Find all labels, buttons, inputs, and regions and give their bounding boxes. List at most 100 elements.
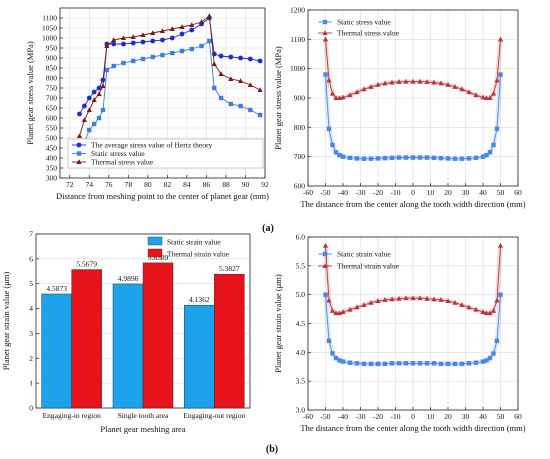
data-point [160,52,165,58]
data-point [410,78,416,84]
y-tick-label: 1100 [42,14,57,23]
data-point [170,50,175,56]
y-tick-label: 650 [46,104,58,113]
data-point [81,117,88,122]
series-line [79,17,261,115]
data-point [82,103,87,109]
data-point [354,361,360,366]
data-point [130,34,136,39]
data-point [330,351,335,356]
y-tick-label: 700 [294,152,306,161]
y-tick-label: 500 [46,134,58,143]
data-point [228,54,234,60]
y-tick-label: 6 [29,254,33,263]
data-point [323,72,328,77]
data-point [424,295,430,301]
data-point [403,78,409,84]
data-point [403,361,409,366]
x-axis-label: The distance from the center along the t… [300,423,525,433]
x-tick-label: 84 [183,180,191,189]
x-tick-label: 78 [125,180,133,189]
legend-label: The average stress value of Hertz theory [91,141,212,150]
x-tick-label: 0 [411,188,415,197]
y-tick-label: 800 [294,123,306,132]
data-point [497,36,504,42]
data-point [96,85,102,91]
data-point [424,79,430,84]
data-point [169,35,175,41]
data-point [473,306,479,312]
data-point [247,82,253,87]
x-tick-label: -60 [303,188,313,197]
data-point [483,95,490,100]
chart-3: 0 1 2 3 4 5 6 7 4.5873 5.5679 Engaging-in region 4.… [1,230,251,434]
data-point [333,95,339,100]
y-tick-label: 600 [46,114,58,123]
data-point [104,43,110,48]
data-point [438,361,444,367]
data-point [111,63,116,69]
data-point [333,355,339,361]
data-point [361,86,367,92]
y-tick-label: 550 [46,124,58,133]
y-axis-label: Planet gear stress value (MPa) [273,46,283,150]
data-point [211,51,217,57]
data-point [111,37,117,42]
data-point [375,82,381,87]
data-point [257,112,263,118]
x-tick-label: -10 [391,188,401,197]
data-point [140,39,146,45]
data-point [498,292,503,297]
y-tick-label: 3.0 [296,406,306,415]
x-tick-label: -30 [356,412,366,421]
data-point [494,338,500,343]
data-point [361,302,367,308]
bar-value-label: 5.5679 [76,260,97,269]
y-tick-label: 1 [29,379,33,388]
data-point [431,155,437,161]
data-point [417,155,423,160]
x-tick-label: 40 [479,412,487,421]
data-point [459,361,465,367]
x-tick-label: -30 [356,188,366,197]
data-point [480,309,486,314]
x-tick-label: 0 [411,412,415,421]
legend-label: Thermal strain value [167,250,230,259]
y-tick-label: 900 [294,94,306,103]
legend-marker [322,30,328,35]
data-point [382,80,388,86]
data-point [452,361,458,367]
data-point [361,361,367,367]
data-point [431,361,437,366]
data-point [473,155,479,161]
x-tick-label: -40 [338,412,348,421]
data-point [417,361,423,366]
data-point [375,298,381,304]
x-axis-label: Distance from meshing point to the cente… [56,191,269,201]
y-tick-label: 0 [29,404,33,413]
y-tick-label: 1000 [290,64,305,73]
data-point [248,107,253,113]
x-tick-label: 76 [105,180,113,189]
plot-frame [307,236,519,411]
data-point [212,85,217,91]
data-point [487,150,493,155]
x-tick-label: 10 [427,188,435,197]
x-tick-label: -50 [321,412,331,421]
data-point [337,153,342,158]
bar-value-label: 5.3827 [219,264,240,273]
data-point [238,55,243,61]
x-tick-label: 82 [164,180,172,189]
data-point [490,90,497,96]
y-axis-label: Planet gear strain value (μm) [1,272,11,371]
y-axis-label: Planet gear strain value (μm) [273,274,283,373]
y-tick-label: 700 [46,94,58,103]
data-point [330,142,335,148]
y-tick-label: 4.5 [296,319,306,328]
data-point [179,24,185,29]
data-point [396,295,402,301]
data-point [498,72,503,77]
y-tick-label: 400 [46,154,58,163]
y-tick-label: 350 [46,164,58,173]
